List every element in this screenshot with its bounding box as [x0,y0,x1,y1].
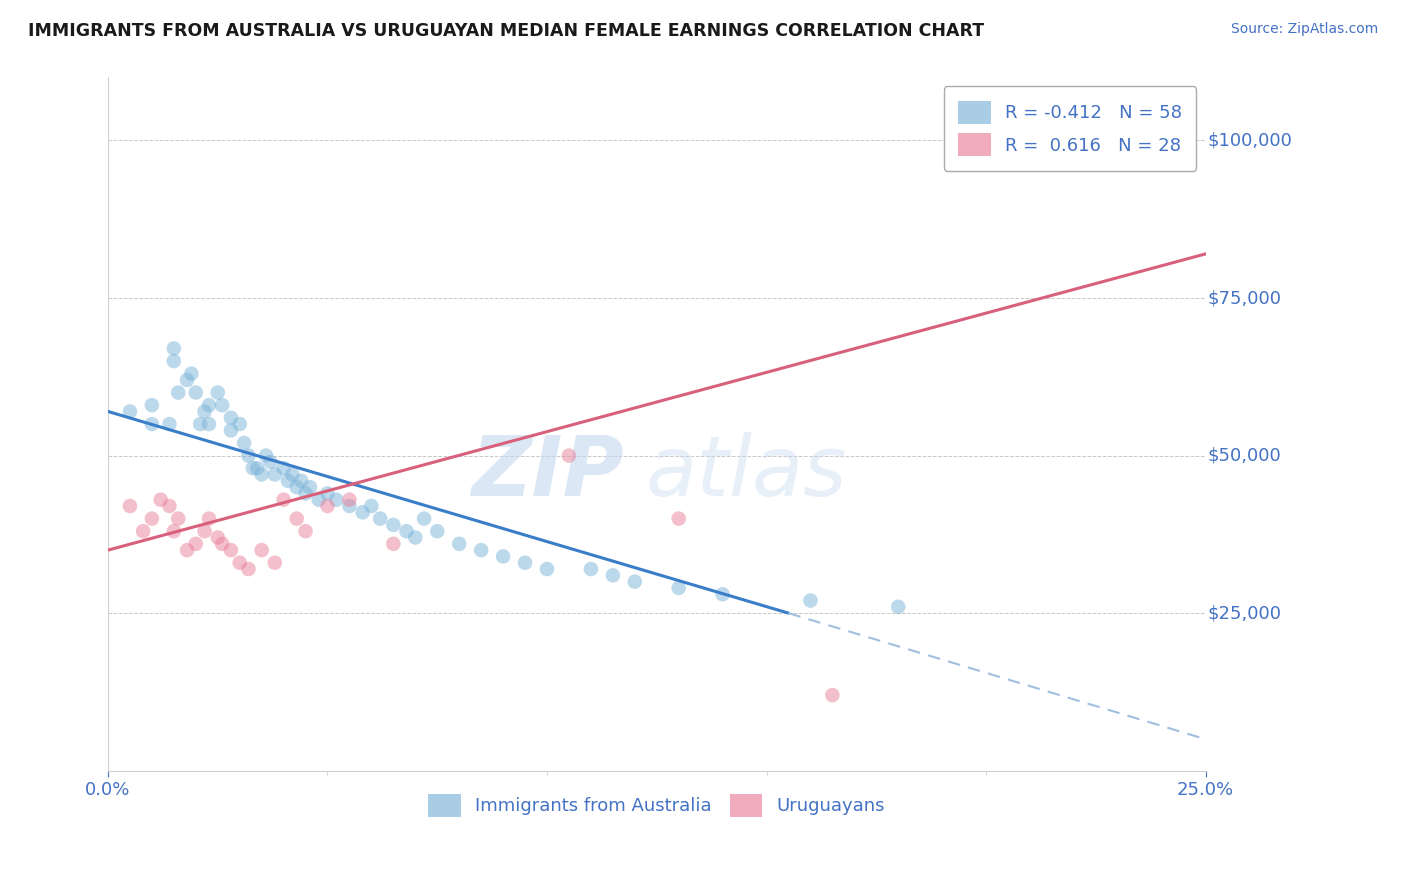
Point [536,562,558,576]
Text: $50,000: $50,000 [1208,447,1281,465]
Point [273,492,295,507]
Point [395,524,418,539]
Point [198,511,221,525]
Point [219,543,242,558]
Point [285,511,308,525]
Legend: Immigrants from Australia, Uruguayans: Immigrants from Australia, Uruguayans [420,787,893,824]
Point [821,688,844,702]
Point [413,511,436,525]
Point [449,537,471,551]
Point [141,398,163,412]
Point [623,574,645,589]
Point [250,467,273,482]
Point [263,556,285,570]
Text: ZIP: ZIP [471,432,624,513]
Point [180,367,202,381]
Point [281,467,304,482]
Text: IMMIGRANTS FROM AUSTRALIA VS URUGUAYAN MEDIAN FEMALE EARNINGS CORRELATION CHART: IMMIGRANTS FROM AUSTRALIA VS URUGUAYAN M… [28,22,984,40]
Point [799,593,821,607]
Point [339,499,361,513]
Point [176,373,198,387]
Point [277,474,299,488]
Point [368,511,391,525]
Point [339,492,361,507]
Point [193,404,215,418]
Point [308,492,330,507]
Point [250,543,273,558]
Point [211,537,233,551]
Point [149,492,172,507]
Point [141,511,163,525]
Point [228,417,250,431]
Text: atlas: atlas [645,432,848,513]
Point [193,524,215,539]
Text: $100,000: $100,000 [1208,131,1292,150]
Point [163,342,186,356]
Point [426,524,449,539]
Point [887,599,910,614]
Point [184,537,207,551]
Point [118,499,141,513]
Point [382,517,405,532]
Point [273,461,295,475]
Point [668,581,690,595]
Point [294,486,316,500]
Point [198,417,221,431]
Point [228,556,250,570]
Point [290,474,312,488]
Point [316,486,339,500]
Point [352,505,374,519]
Point [118,404,141,418]
Point [163,524,186,539]
Text: $25,000: $25,000 [1208,604,1282,622]
Point [207,531,229,545]
Point [711,587,734,601]
Text: $75,000: $75,000 [1208,289,1282,307]
Point [219,423,242,437]
Point [246,461,269,475]
Point [325,492,347,507]
Point [167,385,190,400]
Point [163,354,186,368]
Point [207,385,229,400]
Point [198,398,221,412]
Point [492,549,515,564]
Point [602,568,624,582]
Point [254,449,277,463]
Point [316,499,339,513]
Point [141,417,163,431]
Point [211,398,233,412]
Point [132,524,155,539]
Text: Source: ZipAtlas.com: Source: ZipAtlas.com [1230,22,1378,37]
Point [263,467,285,482]
Point [219,410,242,425]
Point [668,511,690,525]
Point [470,543,492,558]
Point [233,436,256,450]
Point [579,562,602,576]
Point [1063,133,1085,147]
Point [513,556,536,570]
Point [188,417,211,431]
Point [238,562,260,576]
Point [159,417,181,431]
Point [404,531,426,545]
Point [382,537,405,551]
Point [167,511,190,525]
Point [176,543,198,558]
Point [242,461,264,475]
Point [285,480,308,494]
Point [159,499,181,513]
Point [238,449,260,463]
Point [184,385,207,400]
Point [259,455,281,469]
Point [294,524,316,539]
Point [360,499,382,513]
Point [298,480,321,494]
Point [558,449,581,463]
